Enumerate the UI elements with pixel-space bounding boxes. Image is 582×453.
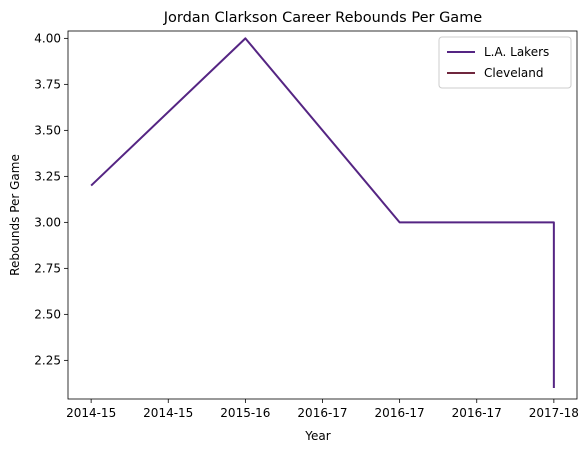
x-tick-label: 2016-17: [452, 406, 502, 420]
y-tick-label: 3.75: [34, 77, 61, 91]
y-axis-label: Rebounds Per Game: [8, 154, 22, 276]
x-tick-label: 2016-17: [297, 406, 347, 420]
y-tick-label: 3.00: [34, 215, 61, 229]
x-tick-label: 2017-18: [529, 406, 579, 420]
legend-label: Cleveland: [484, 66, 544, 80]
x-axis-label: Year: [304, 429, 330, 443]
y-tick-label: 4.00: [34, 31, 61, 45]
x-tick-label: 2014-15: [66, 406, 116, 420]
y-tick-label: 3.50: [34, 123, 61, 137]
x-tick-label: 2014-15: [143, 406, 193, 420]
y-tick-label: 2.25: [34, 353, 61, 367]
legend: L.A. Lakers Cleveland: [438, 36, 572, 89]
series-line-l-a-lakers: [90, 37, 555, 388]
x-tick-label: 2015-16: [220, 406, 270, 420]
x-axis: 2014-15 2014-15 2015-16 2016-17 2016-17 2016-…: [66, 399, 579, 420]
y-tick-label: 2.50: [34, 307, 61, 321]
x-tick-label: 2016-17: [375, 406, 425, 420]
legend-label: L.A. Lakers: [484, 45, 549, 59]
legend-box: [438, 36, 572, 89]
y-tick-label: 2.75: [34, 261, 61, 275]
chart-title: Jordan Clarkson Career Rebounds Per Game: [163, 10, 483, 26]
series-layer: [90, 37, 555, 388]
y-axis: 2.25 2.50 2.75 3.00 3.25 3.50 3.75 4.00: [34, 31, 68, 367]
y-tick-label: 3.25: [34, 169, 61, 183]
